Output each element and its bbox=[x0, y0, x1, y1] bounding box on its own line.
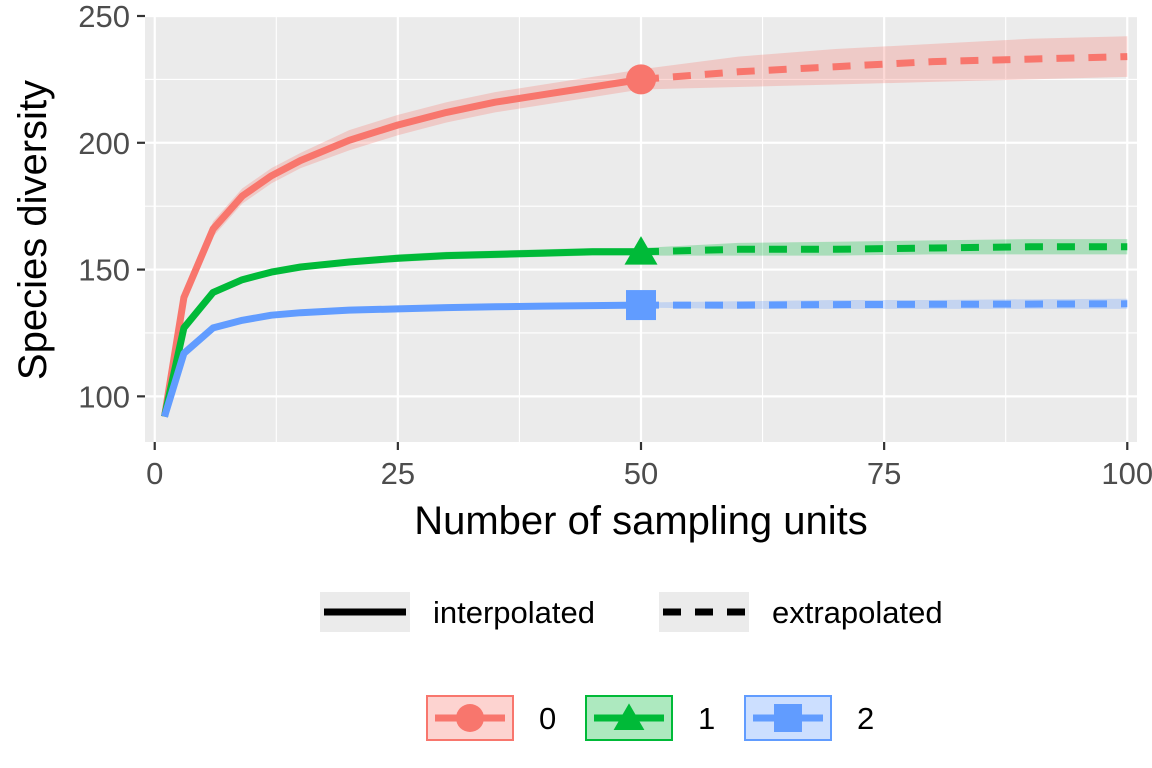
legend-marker-series-1 bbox=[613, 703, 645, 730]
x-tick-label: 25 bbox=[381, 456, 415, 491]
major-gridlines bbox=[145, 14, 1137, 442]
legend-marker-series-0 bbox=[456, 704, 484, 732]
series-1-extrapolated-line bbox=[640, 243, 1128, 256]
y-axis-title: Species diversity bbox=[11, 80, 55, 380]
series-legend: 0 1 2 bbox=[426, 695, 874, 741]
y-tick-label: 100 bbox=[78, 379, 130, 414]
linetype-legend: interpolated extrapolated bbox=[320, 592, 943, 632]
x-tick-label: 50 bbox=[624, 456, 658, 491]
series-1-observed-marker bbox=[624, 236, 658, 265]
series-0-extrapolated-ribbon bbox=[641, 36, 1128, 90]
legend-label-series-2: 2 bbox=[857, 701, 874, 736]
legend-label-series-0: 0 bbox=[539, 701, 556, 736]
series-2-observed-marker bbox=[626, 290, 656, 321]
legend-label-interpolated: interpolated bbox=[433, 595, 595, 630]
series-lines bbox=[161, 53, 1128, 418]
x-axis: 0 25 50 75 100 bbox=[146, 442, 1152, 491]
series-0-observed-marker bbox=[626, 64, 656, 95]
legend-label-series-1: 1 bbox=[698, 701, 715, 736]
y-tick-label: 150 bbox=[78, 253, 130, 288]
y-tick-label: 250 bbox=[78, 0, 130, 34]
series-1-extrapolated-ribbon bbox=[641, 239, 1128, 256]
x-tick-label: 75 bbox=[867, 456, 901, 491]
series-0-interpolated-line bbox=[161, 75, 642, 418]
x-axis-title: Number of sampling units bbox=[414, 499, 868, 543]
y-tick-label: 200 bbox=[78, 126, 130, 161]
series-2-interpolated-line bbox=[161, 301, 642, 418]
x-tick-label: 0 bbox=[146, 456, 163, 491]
series-2-extrapolated-line bbox=[641, 300, 1128, 309]
observed-markers bbox=[624, 64, 658, 321]
x-tick-label: 100 bbox=[1101, 456, 1152, 491]
series-0-extrapolated-line bbox=[640, 53, 1128, 83]
series-1-interpolated-line bbox=[161, 248, 641, 418]
legend-label-extrapolated: extrapolated bbox=[772, 595, 943, 630]
y-axis: 100 150 200 250 bbox=[78, 0, 145, 414]
legend-marker-series-2 bbox=[774, 704, 802, 732]
